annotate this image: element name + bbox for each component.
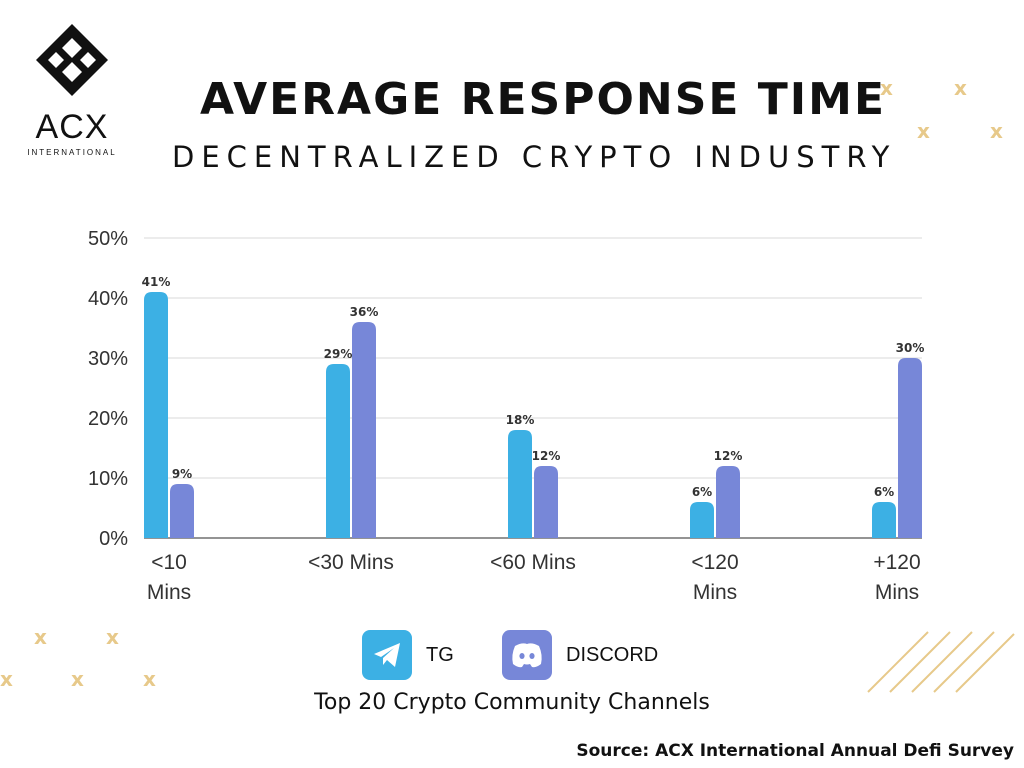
y-tick-label: 30% bbox=[88, 348, 128, 370]
x-tick-label: <30 Mins bbox=[308, 551, 394, 574]
bar-tg bbox=[144, 292, 168, 538]
decor-x-mark: x bbox=[34, 625, 47, 649]
bar-discord bbox=[898, 358, 922, 538]
bar-tg bbox=[690, 502, 714, 538]
x-tick-label: <120 bbox=[691, 551, 738, 574]
y-tick-label: 10% bbox=[88, 468, 128, 490]
data-label: 18% bbox=[506, 413, 535, 427]
x-tick-label: <10 bbox=[151, 551, 187, 574]
y-tick-label: 40% bbox=[88, 288, 128, 310]
decor-stripes bbox=[867, 631, 1015, 693]
x-tick-label: Mins bbox=[147, 581, 191, 604]
logo-subtitle: INTERNATIONAL bbox=[27, 148, 117, 157]
page-subtitle: DECENTRALIZED CRYPTO INDUSTRY bbox=[172, 140, 897, 174]
bar-tg bbox=[508, 430, 532, 538]
legend-item-tg: TG bbox=[362, 630, 454, 680]
legend-label-tg: TG bbox=[426, 643, 454, 666]
bar-discord bbox=[170, 484, 194, 538]
source-note: Source: ACX International Annual Defi Su… bbox=[576, 741, 1014, 761]
data-label: 36% bbox=[350, 305, 379, 319]
page-title: AVERAGE RESPONSE TIME bbox=[200, 74, 886, 125]
bar-discord bbox=[716, 466, 740, 538]
y-tick-label: 50% bbox=[88, 228, 128, 250]
data-label: 6% bbox=[692, 485, 712, 499]
data-label: 29% bbox=[324, 347, 353, 361]
data-label: 12% bbox=[532, 449, 561, 463]
bar-discord bbox=[534, 466, 558, 538]
data-label: 6% bbox=[874, 485, 894, 499]
decor-x-mark: x bbox=[143, 667, 156, 691]
x-tick-label: Mins bbox=[875, 581, 919, 604]
bar-tg bbox=[872, 502, 896, 538]
decor-x-mark: x bbox=[880, 76, 893, 100]
logo-mark-icon bbox=[36, 24, 108, 96]
decor-x-mark: x bbox=[0, 667, 13, 691]
bar-discord bbox=[352, 322, 376, 538]
decor-x-mark: x bbox=[106, 625, 119, 649]
decor-x-mark: x bbox=[71, 667, 84, 691]
discord-icon bbox=[502, 630, 552, 680]
data-label: 41% bbox=[142, 275, 171, 289]
data-label: 9% bbox=[172, 467, 192, 481]
chart-caption: Top 20 Crypto Community Channels bbox=[314, 690, 710, 715]
x-tick-label: <60 Mins bbox=[490, 551, 576, 574]
x-tick-label: +120 bbox=[873, 551, 920, 574]
legend-item-discord: DISCORD bbox=[502, 630, 658, 680]
bar-tg bbox=[326, 364, 350, 538]
bar-chart: 0% 10% 20% 30% 40% 50% 41% 9% <10 Mins 29% 36% <30 M… bbox=[88, 228, 925, 604]
decor-x-mark: x bbox=[954, 76, 967, 100]
decor-x-mark: x bbox=[917, 119, 930, 143]
x-tick-label: Mins bbox=[693, 581, 737, 604]
acx-logo: ACX INTERNATIONAL bbox=[22, 20, 122, 160]
legend-label-discord: DISCORD bbox=[566, 643, 659, 666]
y-tick-label: 0% bbox=[99, 528, 128, 550]
data-label: 12% bbox=[714, 449, 743, 463]
decor-x-mark: x bbox=[990, 119, 1003, 143]
logo-wordmark: ACX bbox=[35, 108, 109, 146]
telegram-icon bbox=[362, 630, 412, 680]
data-label: 30% bbox=[896, 341, 925, 355]
y-tick-label: 20% bbox=[88, 408, 128, 430]
